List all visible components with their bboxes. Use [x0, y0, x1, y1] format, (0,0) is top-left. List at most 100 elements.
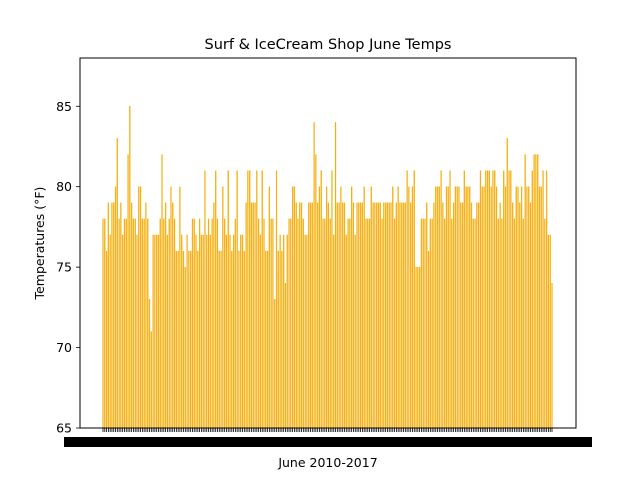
temperature-bar [120, 202, 122, 429]
temperature-bar [338, 202, 340, 429]
temperature-bar [277, 250, 279, 429]
temperature-bar [193, 218, 195, 429]
temperature-bar [181, 234, 183, 429]
temperature-bar [451, 218, 453, 429]
temperature-bar [433, 202, 435, 429]
temperature-bar [519, 202, 521, 429]
temperature-bar [393, 218, 396, 429]
temperature-bar [331, 170, 333, 429]
temperature-bar [111, 202, 113, 429]
temperature-bar [490, 186, 492, 429]
temperature-bar [166, 234, 168, 429]
temperature-bar [302, 218, 304, 429]
temperature-bar [479, 170, 482, 429]
temperature-bar [295, 202, 297, 429]
temperature-bar [542, 170, 544, 429]
temperature-bar [422, 218, 424, 429]
temperature-bar [544, 218, 546, 429]
temperature-bar [385, 202, 387, 429]
temperature-bar [327, 202, 329, 429]
temperature-bar [322, 218, 324, 429]
temperature-bar [207, 218, 210, 429]
temperature-bar [198, 218, 201, 429]
temperature-bar [259, 234, 262, 429]
temperature-bar [470, 202, 473, 429]
temperature-bar [465, 186, 467, 429]
temperature-bar [184, 266, 186, 429]
temperature-bar [261, 170, 263, 429]
temperature-bar [410, 202, 412, 429]
temperature-bar [386, 202, 389, 429]
temperature-bar [349, 218, 351, 429]
temperature-bar [241, 234, 244, 429]
y-tick-label: 80 [56, 179, 72, 194]
temperature-bar [197, 250, 199, 429]
temperature-bar [300, 202, 303, 429]
temperature-bar [512, 202, 514, 429]
chart-title: Surf & IceCream Shop June Temps [205, 37, 452, 53]
temperature-bar [406, 170, 408, 429]
temperature-bar [102, 218, 104, 429]
temperature-bar [129, 106, 131, 429]
temperature-bar [417, 266, 419, 429]
temperature-bar [345, 234, 347, 429]
temperature-bar [551, 283, 553, 429]
temperature-bar [179, 186, 181, 429]
temperature-bar [161, 154, 163, 429]
temperature-bar [495, 186, 498, 429]
y-tick-label: 75 [56, 260, 72, 275]
temperature-bar [109, 234, 111, 429]
temperature-bar [290, 218, 292, 429]
temperature-bar [250, 202, 253, 429]
temperature-bar [318, 186, 321, 429]
temperature-bar [419, 266, 421, 429]
temperature-bar [444, 218, 446, 429]
temperature-bar [107, 202, 109, 429]
temperature-bar [127, 154, 129, 429]
temperature-bar [481, 186, 483, 429]
temperature-bar [299, 202, 301, 429]
temperature-bar [326, 186, 328, 429]
temperature-bar [535, 154, 537, 429]
temperature-bar [218, 250, 220, 429]
temperature-bar [486, 170, 489, 429]
temperature-bar [134, 218, 136, 429]
temperature-bar [284, 283, 287, 429]
temperature-bar [229, 234, 231, 429]
temperature-bar [453, 202, 455, 429]
temperature-bar [315, 154, 317, 429]
temperature-bar [148, 299, 151, 429]
temperature-bar [191, 218, 194, 429]
temperature-bar [227, 170, 229, 429]
temperature-bar [224, 218, 226, 429]
temperature-bar [216, 218, 219, 429]
temperature-bar [404, 202, 406, 429]
temperature-bar [308, 202, 310, 429]
temperature-bar [132, 218, 135, 429]
temperature-bar [177, 250, 179, 429]
x-axis-label: June 2010-2017 [277, 455, 377, 470]
temperature-bar [340, 186, 342, 429]
temperature-bar [483, 186, 485, 429]
temperature-bar [116, 138, 118, 429]
temperature-bar [379, 202, 381, 429]
temperature-bar [363, 186, 365, 429]
temperature-bar [131, 202, 133, 429]
temperature-bar [220, 250, 222, 429]
temperature-bar [270, 218, 272, 429]
temperature-bar [377, 202, 380, 429]
temperature-bar [190, 250, 192, 429]
temperature-bar [442, 202, 444, 429]
temperature-bar [240, 234, 242, 429]
temperature-bar [188, 250, 190, 429]
temperature-bar [293, 186, 295, 429]
temperature-bar [304, 234, 306, 429]
temperature-bar [499, 202, 501, 429]
temperature-bar [413, 170, 415, 429]
temperature-bar [266, 250, 269, 429]
temperature-bar [175, 250, 177, 429]
temperature-bar [497, 218, 499, 429]
temperature-bar [374, 202, 376, 429]
x-ticks-group [64, 428, 592, 447]
temperature-bar [376, 202, 378, 429]
